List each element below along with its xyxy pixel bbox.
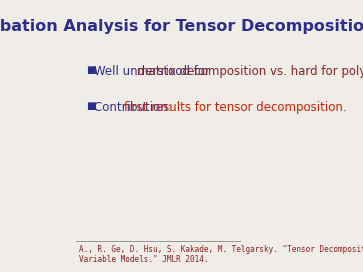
Text: ■: ■: [86, 65, 96, 75]
Text: A., R. Ge, D. Hsu, S. Kakade, M. Telgarsky. "Tensor Decompositions for Learning : A., R. Ge, D. Hsu, S. Kakade, M. Telgars…: [79, 245, 363, 264]
Text: Perturbation Analysis for Tensor Decomposition: Perturbation Analysis for Tensor Decompo…: [0, 19, 363, 34]
Text: matrix decomposition vs. hard for polynomials.: matrix decomposition vs. hard for polyno…: [137, 65, 363, 78]
Text: first results for tensor decomposition.: first results for tensor decomposition.: [124, 101, 347, 114]
Text: Contribution:: Contribution:: [94, 101, 176, 114]
Text: ■: ■: [86, 101, 96, 111]
Text: Well understood for: Well understood for: [94, 65, 214, 78]
